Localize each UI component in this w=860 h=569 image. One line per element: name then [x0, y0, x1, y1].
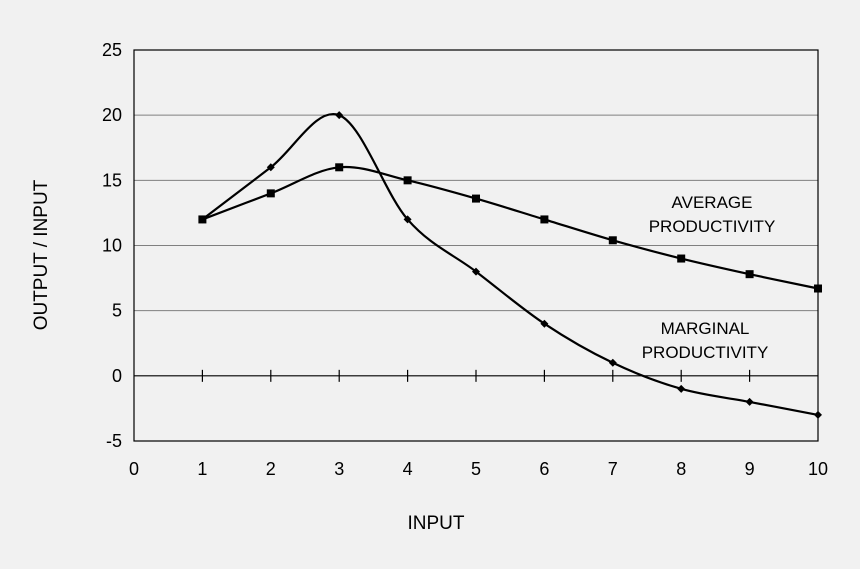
x-tick-label: 1 — [197, 459, 207, 479]
series-markers — [198, 111, 822, 419]
marker-marginal — [540, 319, 549, 328]
marker-marginal — [403, 215, 412, 224]
y-tick-label: 10 — [102, 236, 122, 256]
marker-average — [608, 236, 617, 245]
x-tick-label: 8 — [676, 459, 686, 479]
annotation-average-line1: AVERAGE — [672, 193, 753, 212]
marker-average — [745, 270, 754, 279]
y-tick-label: 15 — [102, 170, 122, 190]
marker-marginal — [814, 410, 822, 419]
x-tick-label: 4 — [403, 459, 413, 479]
annotation-marginal-line2: PRODUCTIVITY — [642, 343, 769, 362]
annotation-marginal-line1: MARGINAL — [661, 319, 750, 338]
zero-axis — [134, 369, 818, 382]
marker-average — [677, 254, 686, 263]
plot-area-frame — [133, 49, 819, 442]
x-tick-label: 10 — [808, 459, 828, 479]
marker-average — [472, 194, 480, 203]
x-tick-label: 7 — [608, 459, 618, 479]
x-axis-title: INPUT — [408, 513, 465, 534]
y-tick-label: 0 — [112, 366, 122, 386]
y-axis-title: OUTPUT / INPUT — [31, 179, 52, 330]
marker-average — [266, 189, 275, 198]
y-tick-label: 20 — [102, 105, 122, 125]
marker-marginal — [608, 358, 617, 367]
x-tick-label: 0 — [129, 459, 139, 479]
series-line-average — [202, 165, 819, 290]
marker-average — [335, 163, 344, 172]
y-tick-label: 25 — [102, 40, 122, 60]
y-tick-labels: -5 0 5 10 15 20 25 — [102, 40, 122, 451]
y-tick-label: -5 — [106, 431, 122, 451]
x-tick-label: 6 — [539, 459, 549, 479]
marker-marginal — [266, 163, 275, 172]
y-tick-label: 5 — [112, 301, 122, 321]
series-lines — [201, 112, 819, 417]
marker-marginal — [198, 215, 207, 224]
x-tick-label: 2 — [266, 459, 276, 479]
x-tick-label: 9 — [745, 459, 755, 479]
annotation-average-line2: PRODUCTIVITY — [649, 217, 776, 236]
x-tick-labels: 0 1 2 3 4 5 6 7 8 9 10 — [129, 459, 828, 479]
marker-marginal — [472, 267, 480, 276]
gridlines — [134, 114, 818, 312]
marker-average — [540, 215, 549, 224]
marker-marginal — [677, 384, 686, 393]
x-tick-label: 5 — [471, 459, 481, 479]
x-tick-label: 3 — [334, 459, 344, 479]
series-line-marginal — [201, 112, 819, 417]
marker-average — [814, 284, 822, 293]
marker-average — [403, 176, 412, 185]
marker-marginal — [745, 397, 754, 406]
marker-marginal — [335, 111, 344, 120]
